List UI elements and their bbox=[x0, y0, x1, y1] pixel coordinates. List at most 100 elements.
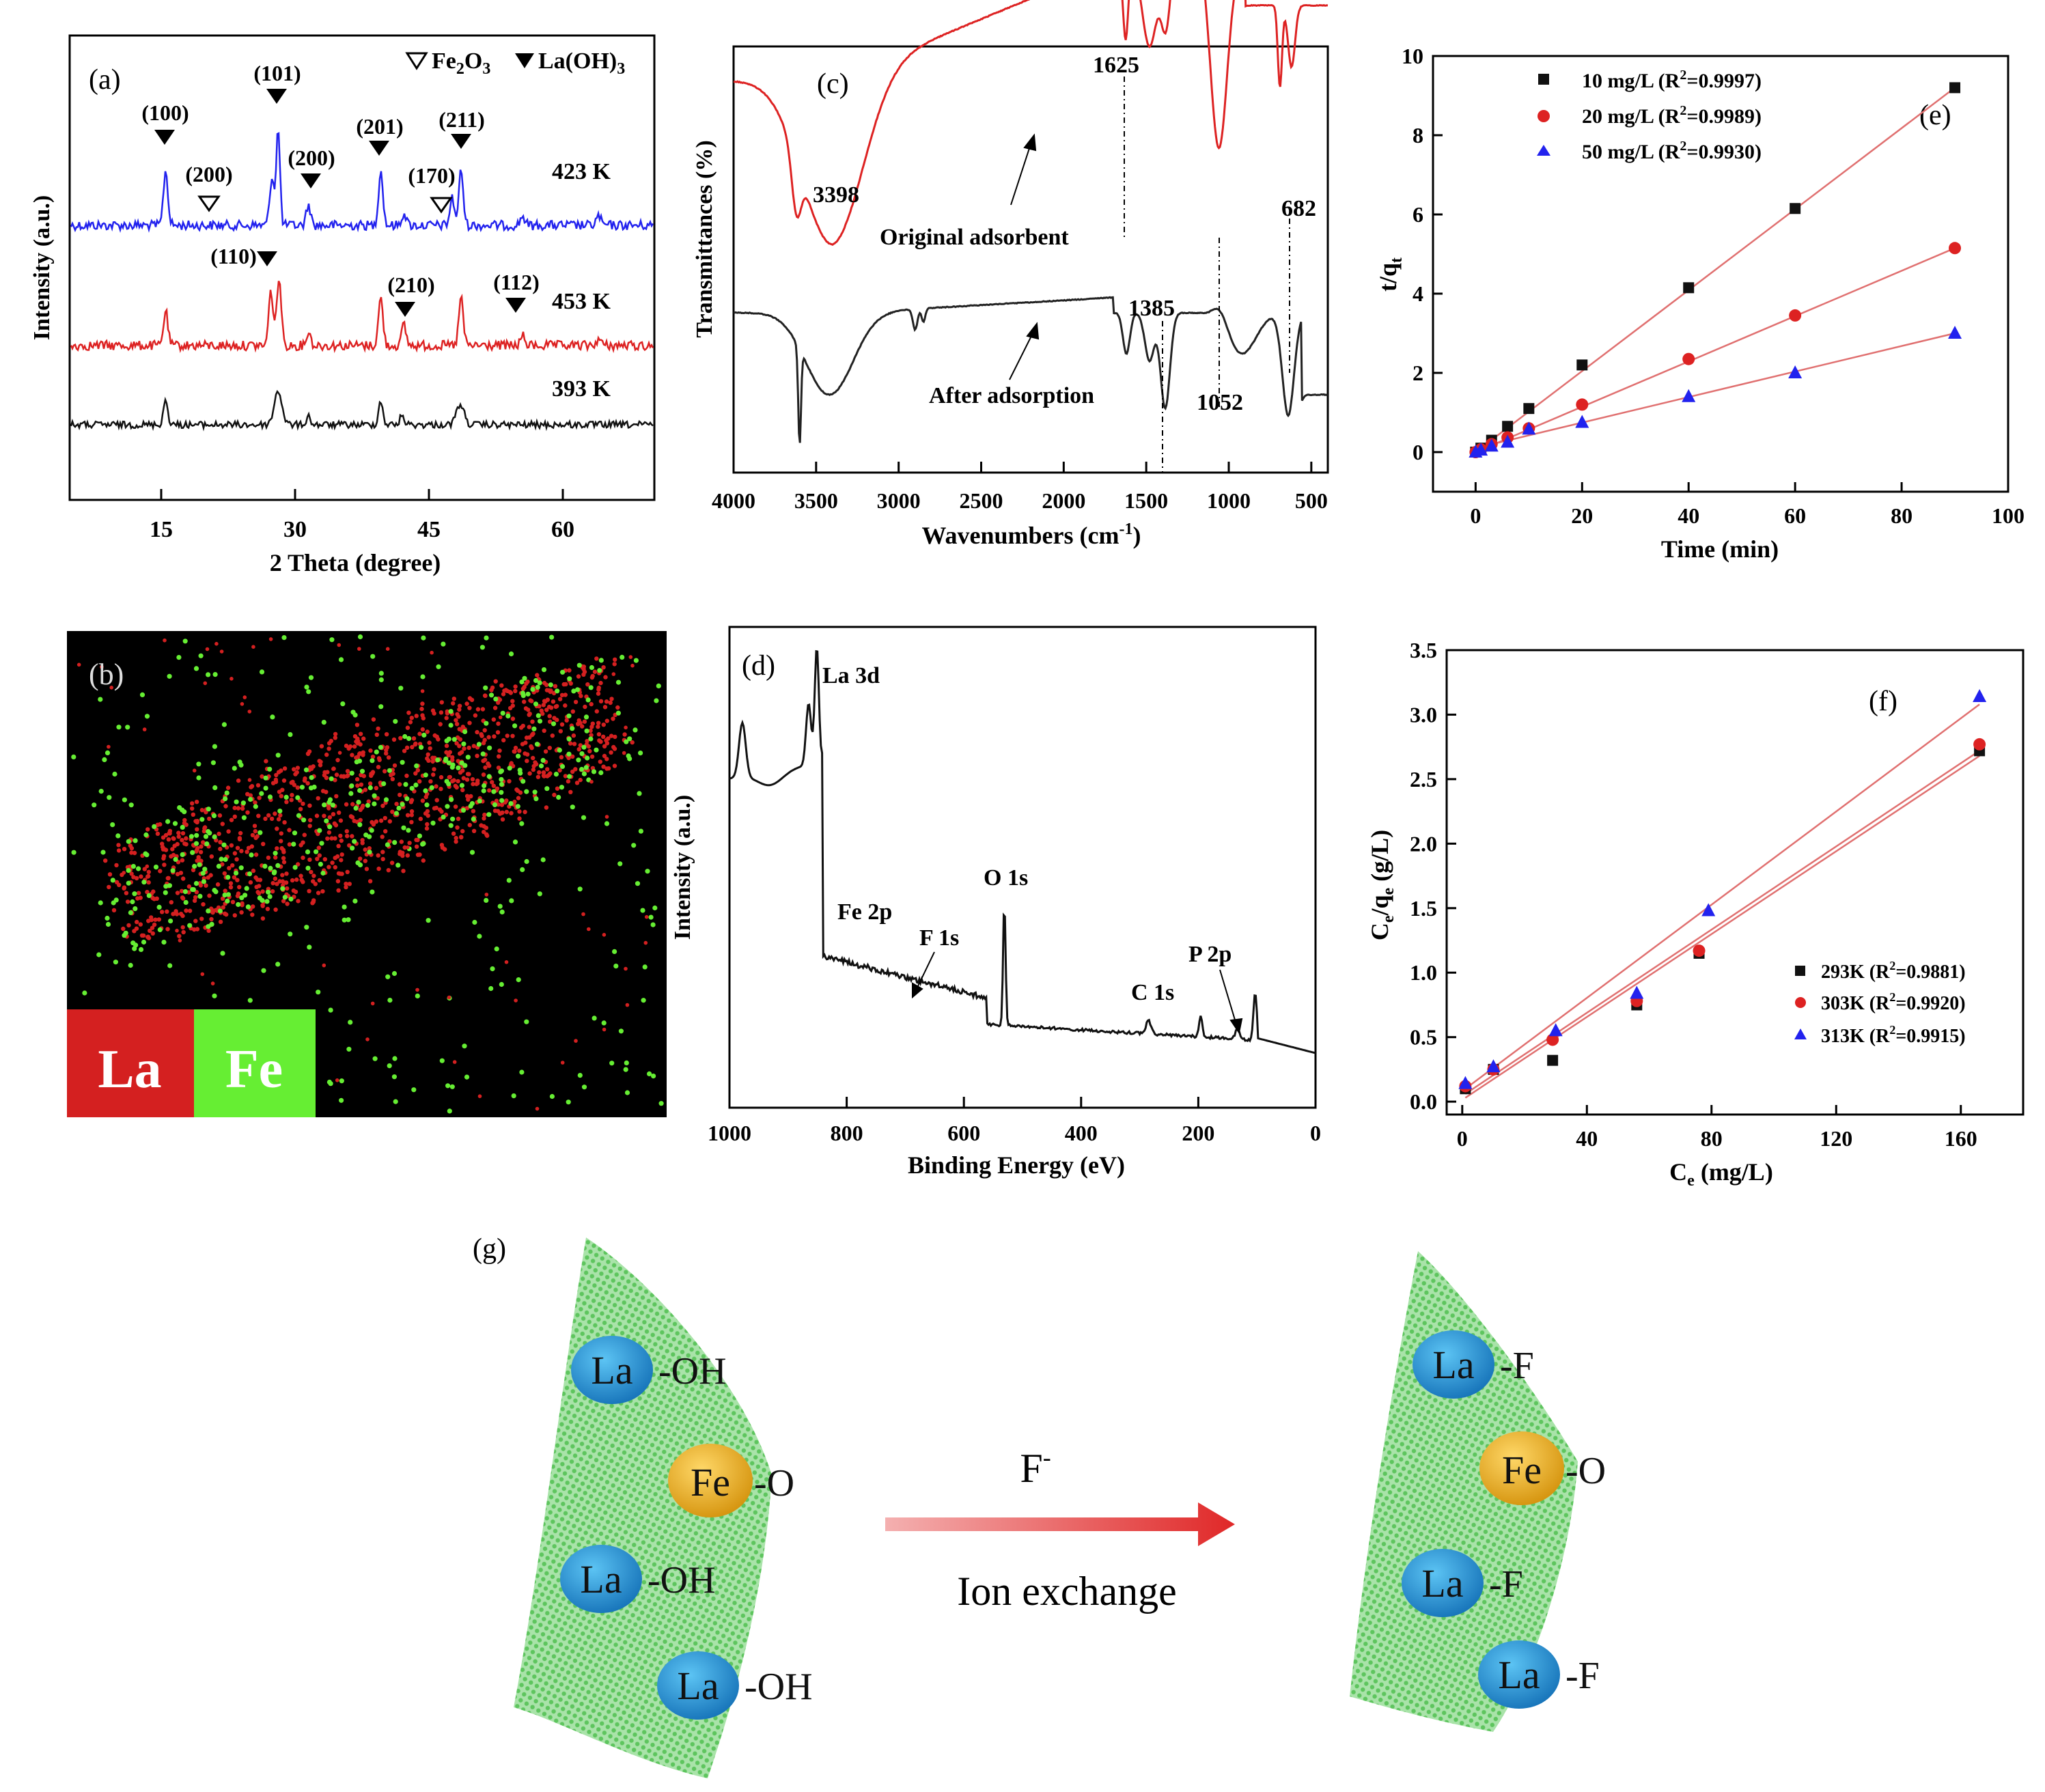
fe-dot bbox=[307, 944, 312, 950]
fe-dot bbox=[441, 641, 446, 647]
fe-dot bbox=[640, 908, 645, 913]
la-dot bbox=[559, 755, 564, 760]
fe-dot bbox=[225, 898, 230, 904]
la-dot bbox=[459, 835, 464, 840]
triangle-marker-icon bbox=[1537, 145, 1550, 156]
la-dot bbox=[279, 768, 283, 773]
group-label: -O bbox=[1566, 1450, 1606, 1492]
fe-dot bbox=[299, 785, 305, 790]
legend-e-20: 20 mg/L (R bbox=[1582, 105, 1680, 128]
fe-dot bbox=[311, 784, 317, 790]
la-dot bbox=[414, 714, 419, 718]
fe-dot bbox=[512, 839, 518, 845]
xps-peak-label: O 1s bbox=[984, 865, 1028, 891]
fe-dot bbox=[288, 932, 293, 937]
la-dot bbox=[333, 736, 337, 740]
fe-dot bbox=[111, 900, 116, 906]
fe-dot bbox=[329, 637, 335, 643]
fe-dot bbox=[444, 779, 449, 784]
la-dot bbox=[564, 718, 569, 723]
la-dot bbox=[496, 721, 501, 726]
fe-dot bbox=[570, 804, 575, 810]
la-dot bbox=[354, 755, 359, 760]
la-dot bbox=[129, 845, 135, 851]
panel-d: (d) Intensity (a.u.) Binding Energy (eV)… bbox=[670, 626, 1321, 1179]
x-tick-label: 100 bbox=[1992, 503, 2025, 528]
fe-dot bbox=[372, 793, 377, 798]
la-dot bbox=[260, 889, 265, 894]
la-dot bbox=[253, 852, 259, 857]
la-dot bbox=[594, 709, 599, 714]
xps-xtick-label: 600 bbox=[947, 1121, 980, 1145]
la-dot bbox=[603, 675, 608, 680]
group-label: -OH bbox=[648, 1559, 716, 1601]
la-dot bbox=[491, 783, 496, 788]
la-dot bbox=[345, 769, 350, 774]
fe-dot bbox=[187, 923, 193, 928]
la-dot bbox=[298, 873, 303, 878]
fe-dot bbox=[574, 687, 581, 692]
arrowhead-icon bbox=[1026, 322, 1040, 340]
la-dot bbox=[350, 834, 354, 839]
fe-dot bbox=[449, 797, 454, 802]
fe-dot bbox=[378, 671, 384, 676]
fe-dot bbox=[583, 714, 589, 720]
fe-dot bbox=[624, 1060, 629, 1065]
la-dot bbox=[587, 927, 591, 932]
la-dot bbox=[598, 680, 603, 686]
la-dot bbox=[270, 881, 275, 886]
la-dot bbox=[387, 819, 392, 824]
la-dot bbox=[574, 1039, 578, 1043]
la-dot bbox=[576, 747, 581, 752]
fe-dot bbox=[82, 990, 87, 996]
group-label: -F bbox=[1489, 1563, 1523, 1606]
fe-dot bbox=[378, 704, 384, 710]
la-dot bbox=[225, 785, 231, 790]
fe-dot bbox=[507, 766, 512, 771]
la-dot bbox=[582, 669, 587, 674]
fe-dot bbox=[548, 682, 553, 688]
la-dot bbox=[547, 746, 552, 751]
panel-c-ylabel: Transmittances (%) bbox=[692, 140, 717, 337]
la-dot bbox=[581, 664, 586, 669]
la-dot bbox=[596, 687, 601, 692]
fe-dot bbox=[349, 770, 354, 776]
la-dot bbox=[383, 829, 388, 834]
la-dot bbox=[585, 739, 589, 744]
fe-dot bbox=[324, 818, 329, 824]
la-dot bbox=[146, 869, 151, 875]
la-dot bbox=[438, 722, 443, 727]
legend-o: O bbox=[464, 48, 482, 74]
y-tick-label: 2.5 bbox=[1410, 767, 1437, 792]
fe-dot bbox=[581, 1084, 587, 1090]
fe-dot bbox=[133, 838, 138, 843]
la-dot bbox=[464, 794, 470, 798]
la-dot bbox=[352, 744, 357, 749]
fe-dot bbox=[519, 821, 525, 826]
fe-dot bbox=[459, 783, 465, 788]
la-dot bbox=[573, 767, 578, 772]
xps-arrow-p2p bbox=[1219, 969, 1237, 1025]
la-dot bbox=[558, 729, 563, 733]
la-dot bbox=[625, 1003, 630, 1007]
fe-dot bbox=[592, 1016, 597, 1021]
xps-peak-label: C 1s bbox=[1131, 980, 1174, 1005]
fe-dot bbox=[544, 786, 550, 792]
fe-dot bbox=[199, 817, 205, 822]
la-dot bbox=[529, 746, 534, 751]
fe-dot bbox=[448, 723, 454, 728]
fe-dot bbox=[128, 910, 133, 915]
panel-c-xlabel: Wavenumbers (cm-1) bbox=[922, 520, 1141, 549]
ftir-annotation: 1385 bbox=[1128, 296, 1175, 321]
fe-dot bbox=[212, 672, 218, 677]
la-dot bbox=[582, 719, 587, 724]
fe-dot bbox=[623, 1067, 628, 1072]
la-dot bbox=[504, 960, 509, 964]
fe-dot bbox=[413, 782, 419, 788]
la-dot bbox=[367, 846, 372, 851]
fe-dot bbox=[497, 904, 503, 909]
la-dot bbox=[492, 734, 497, 739]
la-dot bbox=[176, 834, 181, 839]
la-dot bbox=[333, 823, 339, 828]
la-dot bbox=[510, 733, 515, 738]
